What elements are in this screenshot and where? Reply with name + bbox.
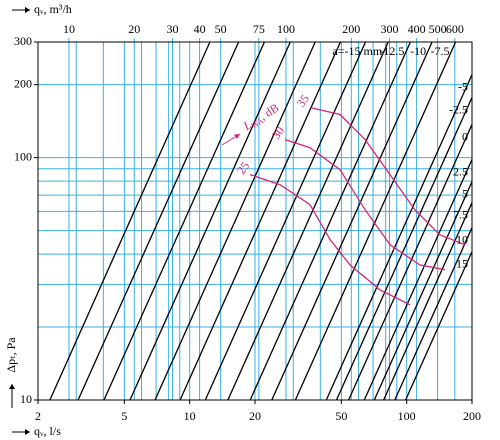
x2-tick-label: 600 — [446, 22, 464, 36]
pressure-line — [405, 251, 473, 401]
lines — [49, 41, 473, 401]
x2-tick-label: 40 — [194, 22, 206, 36]
x2-tick-label: 50 — [215, 22, 227, 36]
line-label: -2.5 — [449, 102, 468, 116]
pressure-line — [249, 41, 411, 401]
sound-curve — [284, 138, 446, 271]
pressure-line — [294, 41, 457, 401]
pressure-line — [271, 41, 433, 401]
y-tick-label: 100 — [14, 149, 32, 163]
line-label: -7.5 — [431, 44, 450, 58]
x-tick-label: 50 — [335, 409, 347, 423]
pressure-line — [325, 74, 473, 401]
pressure-line — [335, 97, 473, 401]
line-label: -5 — [458, 79, 468, 93]
x-tick-label: 100 — [398, 409, 416, 423]
pressure-line — [77, 41, 240, 401]
pressure-line — [49, 41, 211, 401]
line-label: a=-15 mm — [332, 44, 382, 58]
x2-axis-title: qᵥ, m³/h — [34, 2, 72, 16]
pressure-line — [227, 41, 389, 401]
arrow-head — [234, 134, 240, 139]
x2-tick-label: 200 — [342, 22, 360, 36]
pressure-line — [154, 41, 316, 401]
arrow-head — [25, 429, 30, 435]
line-label: 2.5 — [453, 164, 468, 178]
line-label: -12.5 — [379, 44, 404, 58]
y-tick-label: 10 — [20, 392, 32, 406]
x-tick-label: 2 — [35, 409, 41, 423]
curve-label: 35 — [294, 92, 312, 110]
pressure-line — [373, 181, 473, 401]
line-label: 15 — [456, 256, 468, 270]
y-axis-title: Δpₜ, Pa — [4, 337, 18, 373]
grid — [37, 38, 473, 401]
x-axis-title: qᵥ, l/s — [34, 424, 61, 438]
sound-curve — [249, 173, 411, 306]
x2-tick-label: 500 — [429, 22, 447, 36]
sound-curve — [309, 106, 466, 246]
pressure-line — [348, 124, 473, 401]
pressure-line — [204, 41, 367, 401]
x-tick-label: 200 — [463, 409, 481, 423]
x2-tick-label: 400 — [408, 22, 426, 36]
x2-tick-label: 100 — [277, 22, 295, 36]
pressure-line — [103, 41, 265, 401]
line-label: -10 — [410, 44, 426, 58]
x-tick-label: 20 — [249, 409, 261, 423]
pressure-line — [179, 41, 341, 401]
line-label: 7.5 — [453, 207, 468, 221]
pressure-line — [363, 159, 473, 401]
x2-tick-label: 30 — [166, 22, 178, 36]
line-label: 0 — [462, 129, 468, 143]
x-tick-label: 5 — [121, 409, 127, 423]
line-label: 10 — [456, 232, 468, 246]
line-label: 5 — [462, 186, 468, 200]
y-tick-label: 300 — [14, 34, 32, 48]
arrow-head — [9, 384, 15, 389]
x-tick-label: 10 — [184, 409, 196, 423]
x2-tick-label: 10 — [63, 22, 75, 36]
x2-tick-label: 300 — [380, 22, 398, 36]
pressure-line — [129, 41, 291, 401]
x2-tick-label: 75 — [253, 22, 265, 36]
pressure-line — [383, 202, 473, 401]
arrow-head — [25, 7, 30, 13]
x2-tick-label: 20 — [128, 22, 140, 36]
pressure-line — [394, 227, 473, 401]
y-tick-label: 200 — [14, 76, 32, 90]
